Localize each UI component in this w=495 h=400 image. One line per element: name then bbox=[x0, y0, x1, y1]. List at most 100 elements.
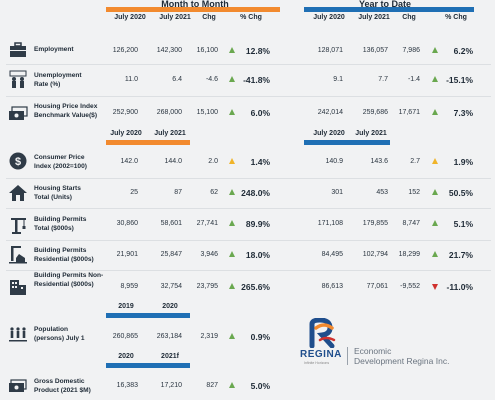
crane-icon bbox=[8, 215, 28, 235]
month-orange-bar bbox=[106, 140, 190, 145]
col-header: % Chg bbox=[445, 14, 467, 21]
col-header: July 2020 bbox=[313, 130, 345, 137]
row-divider bbox=[6, 208, 491, 209]
trend-up-icon bbox=[229, 47, 235, 53]
pct-cell: 18.0% bbox=[245, 250, 270, 260]
value-cell: 21,901 bbox=[116, 251, 138, 258]
trend-up-icon bbox=[229, 189, 235, 195]
value-cell: 32,754 bbox=[160, 283, 182, 290]
value-cell: 6.4 bbox=[172, 76, 182, 83]
value-cell: 15,100 bbox=[196, 109, 218, 116]
col-header: 2021f bbox=[161, 353, 179, 360]
value-cell: 142,300 bbox=[156, 47, 182, 54]
pct-cell: -41.8% bbox=[243, 75, 270, 85]
row-divider bbox=[6, 178, 491, 179]
col-header: July 2021 bbox=[159, 14, 191, 21]
pct-cell: 6.2% bbox=[453, 46, 473, 56]
svg-text:$: $ bbox=[15, 156, 21, 168]
value-cell: 143.6 bbox=[370, 158, 388, 165]
pct-cell: 0.9% bbox=[250, 332, 270, 342]
value-cell: 86,613 bbox=[321, 283, 343, 290]
value-cell: 17,671 bbox=[398, 109, 420, 116]
value-cell: 25,847 bbox=[160, 251, 182, 258]
value-cell: 27,741 bbox=[196, 220, 218, 227]
year-to-date-title: Year to Date bbox=[358, 0, 412, 9]
value-cell: 140.9 bbox=[325, 158, 343, 165]
regina-wordmark: REGINA bbox=[300, 349, 342, 360]
value-cell: 242,014 bbox=[317, 109, 343, 116]
value-cell: -4.6 bbox=[205, 76, 218, 83]
trend-up-icon bbox=[432, 109, 438, 115]
month-orange-bar bbox=[106, 7, 280, 12]
edr-line-1: Economic bbox=[354, 346, 392, 356]
row-divider bbox=[6, 240, 491, 241]
population-blue-bar bbox=[106, 313, 190, 318]
gdp-icon bbox=[8, 375, 28, 395]
pct-cell: 12.8% bbox=[245, 46, 270, 56]
pct-cell: 248.0% bbox=[241, 188, 270, 198]
col-header: % Chg bbox=[240, 14, 262, 21]
trend-neutral-icon bbox=[432, 158, 438, 164]
regina-logo-icon bbox=[306, 317, 340, 349]
col-header: July 2020 bbox=[110, 130, 142, 137]
residential-icon bbox=[8, 244, 28, 264]
dollar-coin-icon: $ bbox=[8, 151, 28, 171]
value-cell: 453 bbox=[376, 189, 388, 196]
value-cell: -9,552 bbox=[400, 283, 420, 290]
pct-cell: 21.7% bbox=[448, 250, 473, 260]
col-header: Chg bbox=[402, 14, 416, 21]
col-header: 2020 bbox=[162, 303, 178, 310]
trend-up-icon bbox=[229, 109, 235, 115]
ytd-blue-bar bbox=[304, 140, 390, 145]
pct-cell: 50.5% bbox=[448, 188, 473, 198]
value-cell: 268,000 bbox=[156, 109, 182, 116]
pct-cell: 1.9% bbox=[453, 157, 473, 167]
money-icon bbox=[8, 104, 28, 124]
trend-up-icon bbox=[229, 382, 235, 388]
pct-cell: 1.4% bbox=[250, 157, 270, 167]
pct-cell: -15.1% bbox=[446, 75, 473, 85]
value-cell: 58,601 bbox=[160, 220, 182, 227]
col-header: Chg bbox=[202, 14, 216, 21]
value-cell: 7.7 bbox=[378, 76, 388, 83]
col-header: July 2020 bbox=[313, 14, 345, 21]
row-label-housing-starts: Housing Starts Total (Units) bbox=[34, 185, 81, 201]
pct-cell: 265.6% bbox=[241, 282, 270, 292]
trend-up-icon bbox=[432, 220, 438, 226]
pct-cell: 89.9% bbox=[245, 219, 270, 229]
trend-down-icon bbox=[432, 284, 438, 290]
value-cell: 3,946 bbox=[200, 251, 218, 258]
value-cell: 260,865 bbox=[112, 333, 138, 340]
row-label-unemployment: Unemployment Rate (%) bbox=[34, 72, 82, 88]
trend-up-icon bbox=[229, 76, 235, 82]
value-cell: 179,855 bbox=[362, 220, 388, 227]
ytd-blue-bar bbox=[304, 7, 474, 12]
value-cell: 128,071 bbox=[317, 47, 343, 54]
trend-neutral-icon bbox=[229, 158, 235, 164]
row-label-gdp: Gross Domestic Product (2021 $M) bbox=[34, 378, 91, 394]
edr-line-2: Development Regina Inc. bbox=[354, 356, 450, 366]
value-cell: 827 bbox=[206, 382, 218, 389]
col-header: July 2021 bbox=[154, 130, 186, 137]
trend-up-icon bbox=[229, 220, 235, 226]
value-cell: 16,383 bbox=[116, 382, 138, 389]
value-cell: 8,959 bbox=[120, 283, 138, 290]
pct-cell: 5.0% bbox=[250, 381, 270, 391]
value-cell: 2.7 bbox=[410, 158, 420, 165]
value-cell: 84,495 bbox=[321, 251, 343, 258]
value-cell: 23,795 bbox=[196, 283, 218, 290]
value-cell: 301 bbox=[331, 189, 343, 196]
value-cell: 87 bbox=[174, 189, 182, 196]
pct-cell: 6.0% bbox=[250, 108, 270, 118]
trend-up-icon bbox=[432, 76, 438, 82]
pct-cell: 7.3% bbox=[453, 108, 473, 118]
value-cell: 18,299 bbox=[398, 251, 420, 258]
value-cell: 144.0 bbox=[164, 158, 182, 165]
value-cell: 136,057 bbox=[362, 47, 388, 54]
value-cell: 7,986 bbox=[402, 47, 420, 54]
trend-up-icon bbox=[432, 251, 438, 257]
value-cell: 152 bbox=[408, 189, 420, 196]
col-header: July 2021 bbox=[355, 130, 387, 137]
col-header: 2019 bbox=[118, 303, 134, 310]
col-header: July 2020 bbox=[114, 14, 146, 21]
